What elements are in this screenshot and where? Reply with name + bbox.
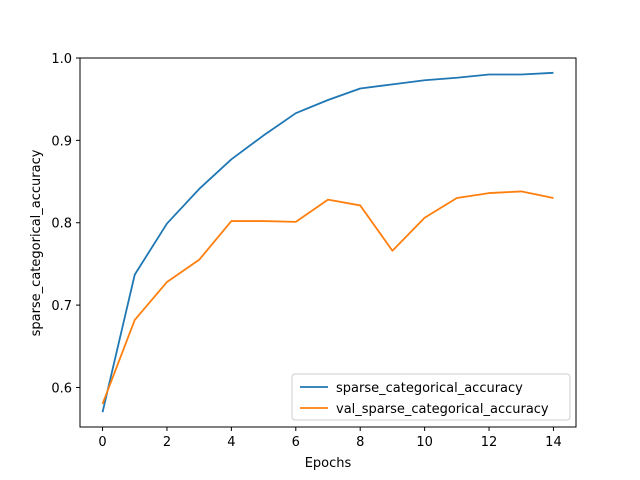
series-layer (101, 71, 554, 413)
y-tick-label: 0.7 (51, 299, 72, 314)
legend-label-2: val_sparse_categorical_accuracy (336, 402, 549, 417)
legend-box (291, 373, 571, 421)
plot-frame (79, 57, 577, 428)
x-tick-label: 10 (416, 435, 433, 450)
y-axis-ticks: 0.6 0.7 0.8 0.9 1.0 (51, 52, 80, 396)
x-tick-label: 14 (545, 435, 562, 450)
x-axis-label: Epochs (305, 456, 352, 471)
y-tick-label: 1.0 (51, 52, 72, 67)
y-tick-label: 0.9 (51, 134, 72, 149)
legend-label-1: sparse_categorical_accuracy (336, 381, 523, 396)
x-tick-label: 12 (481, 435, 498, 450)
legend: sparse_categorical_accuracy val_sparse_ca… (291, 373, 571, 421)
y-tick-label: 0.6 (51, 381, 72, 396)
plot-area (79, 57, 577, 428)
y-tick-label: 0.8 (51, 217, 72, 232)
x-tick-label: 2 (163, 435, 171, 450)
x-axis-ticks: 0 2 4 6 8 10 12 14 (98, 427, 562, 450)
x-tick-label: 0 (98, 435, 106, 450)
series-line-1 (101, 71, 554, 413)
x-tick-label: 8 (356, 435, 364, 450)
x-tick-label: 6 (292, 435, 300, 450)
y-axis-label: sparse_categorical_accuracy (29, 149, 44, 336)
x-tick-label: 4 (227, 435, 235, 450)
series-line-2 (101, 190, 554, 405)
